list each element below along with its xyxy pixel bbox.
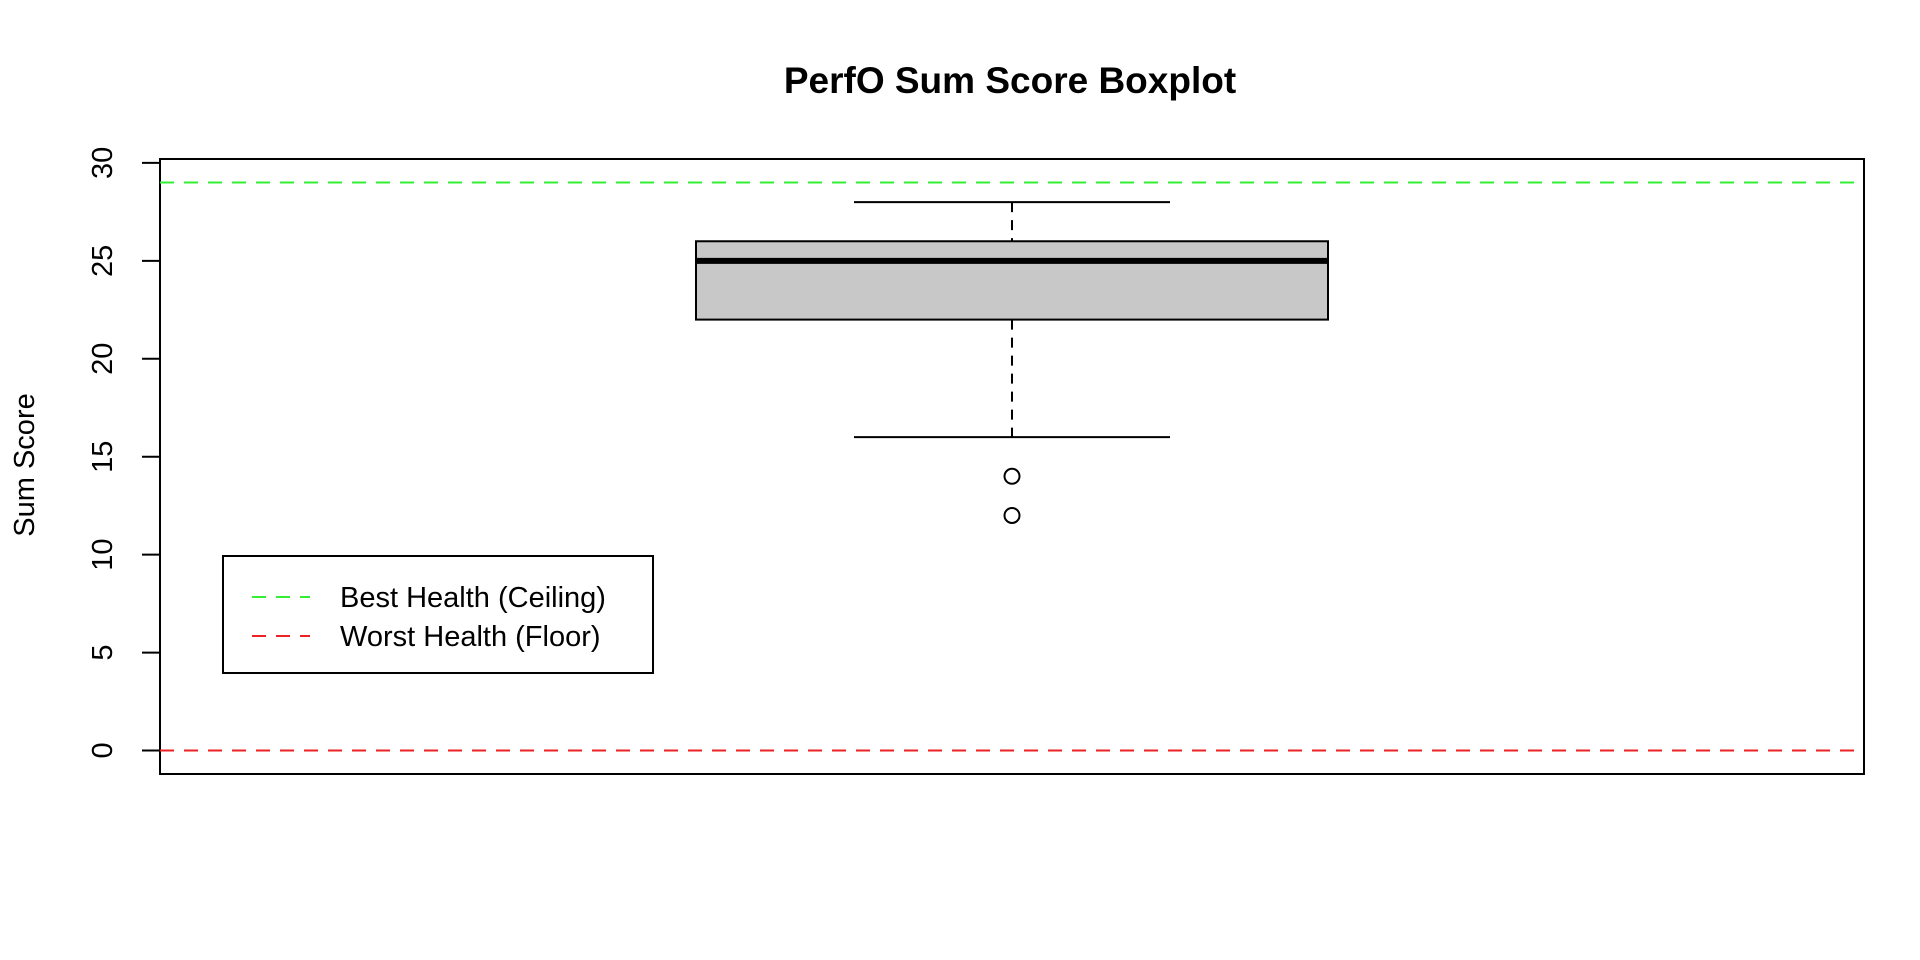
legend-label-1: Best Health (Ceiling) [340, 582, 606, 614]
y-tick-label-10: 10 [87, 539, 119, 571]
y-tick-label-0: 0 [87, 742, 119, 758]
box-group [695, 201, 1329, 524]
y-tick-label-15: 15 [87, 441, 119, 473]
chart-title: PerfO Sum Score Boxplot [784, 60, 1236, 101]
legend: Best Health (Ceiling) Worst Health (Floor… [222, 555, 654, 674]
y-tick-label-5: 5 [87, 644, 119, 660]
y-tick-label-20: 20 [87, 343, 119, 375]
y-tick-label-25: 25 [87, 245, 119, 277]
legend-box [222, 555, 654, 674]
plot-frame [159, 158, 1865, 775]
y-tick-label-30: 30 [87, 147, 119, 179]
outlier-point-1 [1003, 467, 1021, 485]
outlier-point-2 [1003, 506, 1021, 524]
y-axis-label: Sum Score [9, 393, 41, 536]
legend-label-2: Worst Health (Floor) [340, 621, 601, 653]
y-axis: 0 5 10 15 20 25 30 [87, 147, 160, 759]
reference-lines [160, 181, 1864, 752]
iqr-box [695, 240, 1329, 321]
